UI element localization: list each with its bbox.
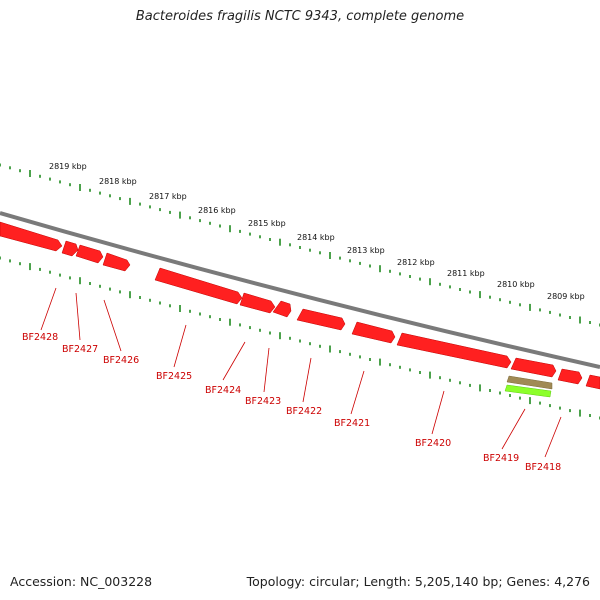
gene-label: BF2418: [525, 462, 561, 473]
gene-label: BF2426: [103, 355, 139, 366]
scale-label: 2816 kbp: [198, 206, 236, 215]
scale-label: 2817 kbp: [149, 192, 187, 201]
scale-label: 2810 kbp: [497, 280, 535, 289]
gene-label: BF2427: [62, 344, 98, 355]
gene-arrow: [272, 300, 292, 318]
gene-features: [0, 221, 600, 398]
scale-label: 2815 kbp: [248, 219, 286, 228]
map-title: Bacteroides fragilis NCTC 9343, complete…: [135, 9, 465, 24]
gene-label: BF2420: [415, 438, 451, 449]
gene-label: BF2422: [286, 406, 322, 417]
gene-arrow: [396, 332, 512, 369]
outer-scale-ticks: [0, 163, 600, 327]
gene-leader-lines: [40, 287, 562, 458]
scale-labels: 2819 kbp 2818 kbp 2817 kbp 2816 kbp 2815…: [49, 162, 585, 301]
gene-arrow: [61, 240, 79, 257]
gene-label: BF2425: [156, 371, 192, 382]
genome-summary-text: Topology: circular; Length: 5,205,140 bp…: [246, 574, 590, 589]
scale-label: 2814 kbp: [297, 233, 335, 242]
gene-label: BF2424: [205, 385, 241, 396]
gene-label: BF2423: [245, 396, 281, 407]
gene-arrow: [296, 308, 346, 331]
scale-label: 2818 kbp: [99, 177, 137, 186]
gene-arrow: [585, 374, 600, 390]
gene-arrow: [102, 252, 131, 272]
feature-bar-lime: [504, 384, 552, 398]
genome-backbone: [0, 211, 600, 369]
gene-arrow: [351, 321, 396, 344]
scale-label: 2811 kbp: [447, 269, 485, 278]
gene-arrow: [510, 357, 557, 378]
gene-arrow: [75, 244, 104, 264]
inner-scale-ticks: [0, 256, 600, 420]
gene-labels: BF2428 BF2427 BF2426 BF2425 BF2424 BF242…: [22, 332, 561, 473]
gene-arrow: [557, 368, 583, 385]
gene-arrow: [239, 292, 276, 314]
accession-text: Accession: NC_003228: [10, 574, 153, 589]
feature-bar-tan: [506, 375, 553, 390]
gene-label: BF2419: [483, 453, 519, 464]
scale-label: 2819 kbp: [49, 162, 87, 171]
gene-arrow: [0, 221, 63, 252]
gene-label: BF2428: [22, 332, 58, 343]
scale-label: 2813 kbp: [347, 246, 385, 255]
gene-label: BF2421: [334, 418, 370, 429]
gene-arrow: [154, 267, 243, 305]
scale-label: 2812 kbp: [397, 258, 435, 267]
scale-label: 2809 kbp: [547, 292, 585, 301]
